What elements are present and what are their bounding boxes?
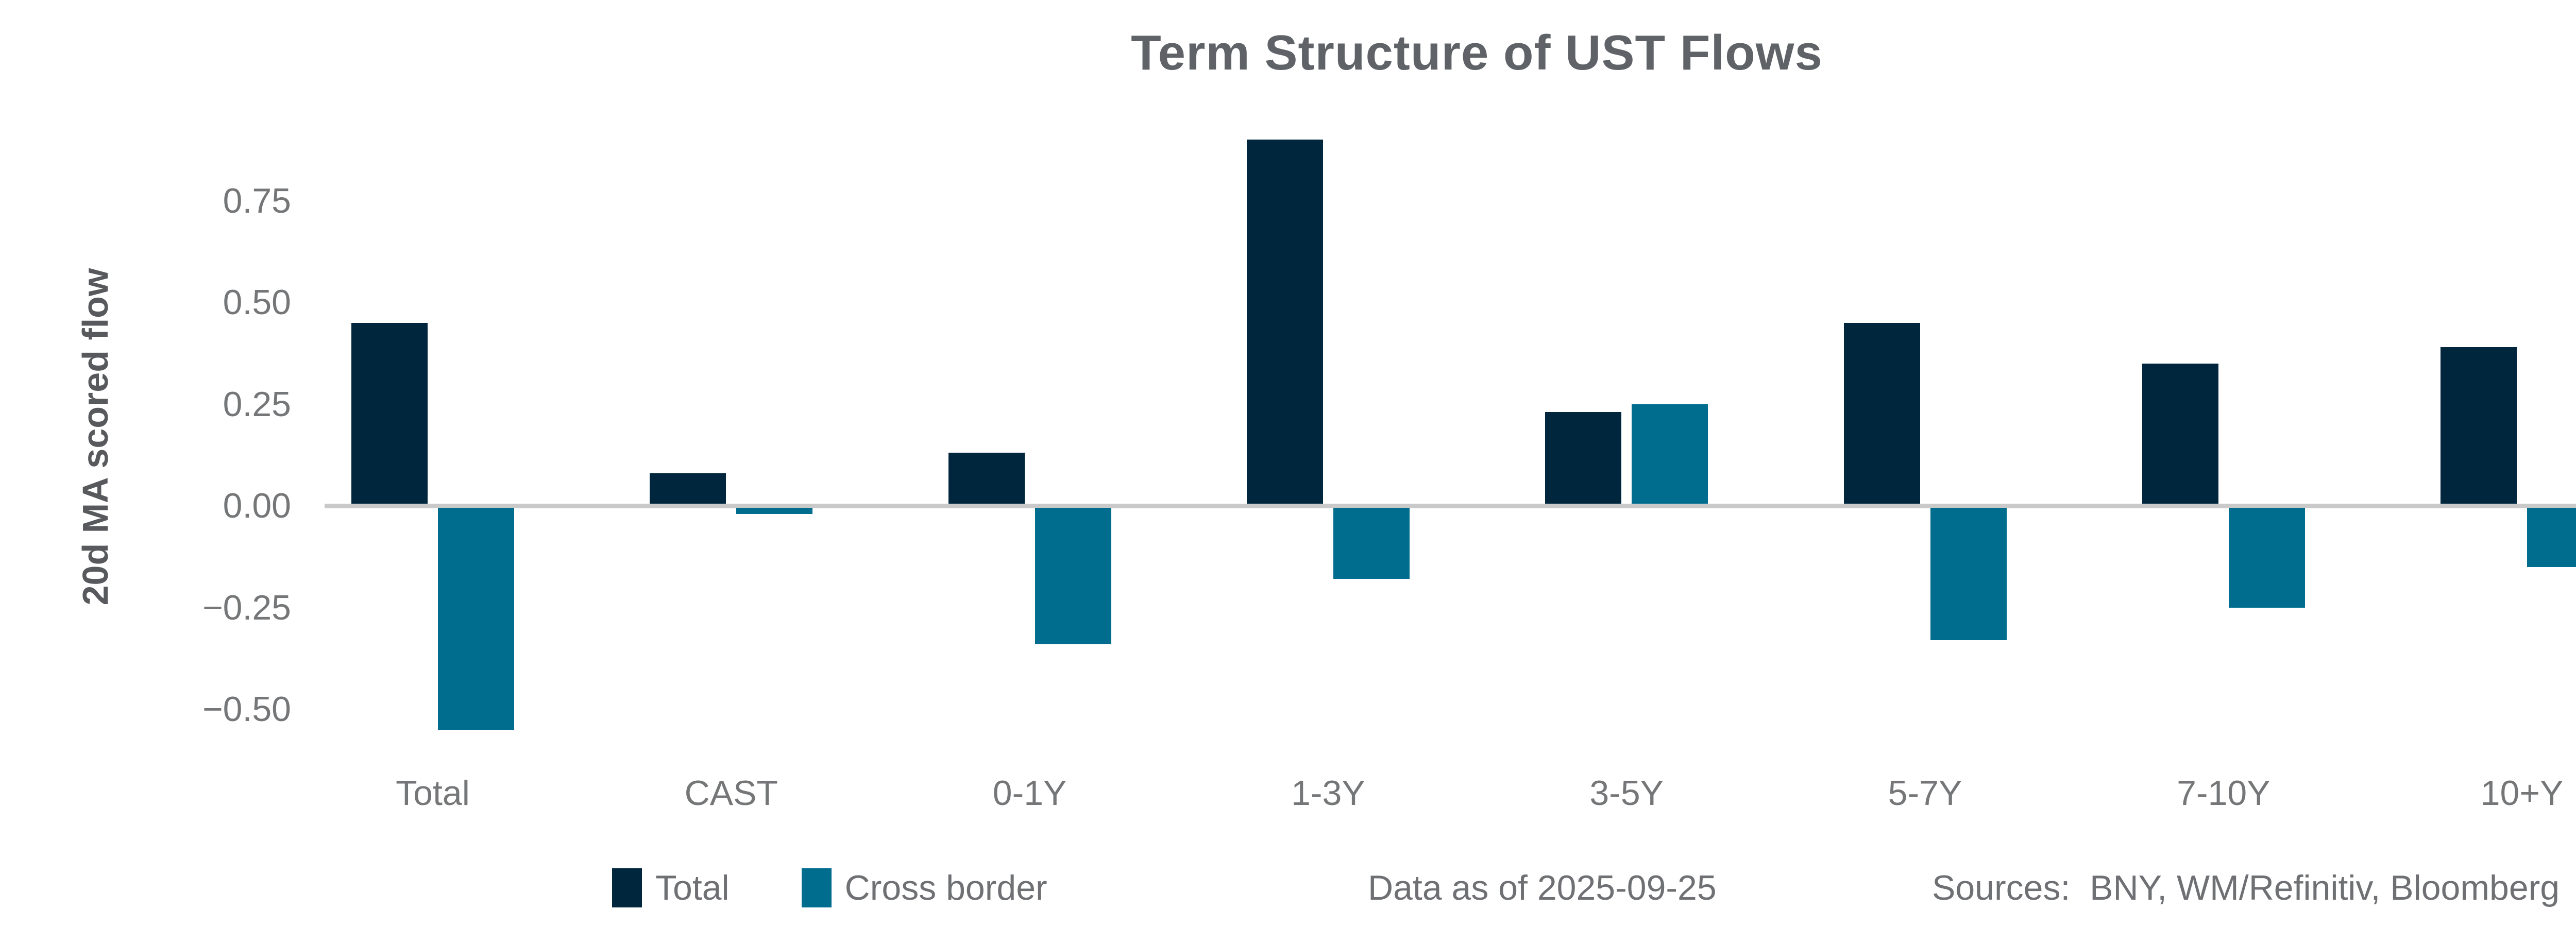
x-category-label: 3-5Y (1589, 774, 1664, 813)
legend-label: Total (655, 868, 730, 907)
bar-cross-border-3-5y (1632, 404, 1708, 504)
zero-axis-line (325, 504, 2576, 508)
bar-total-3-5y (1545, 412, 1622, 504)
y-tick-label: −0.50 (202, 690, 291, 729)
bar-total-total (351, 322, 428, 504)
y-tick-label: 0.00 (223, 486, 291, 525)
x-category-label: 5-7Y (1888, 774, 1962, 813)
bar-total-0-1y (948, 453, 1025, 504)
bar-cross-border-5-7y (1930, 508, 2007, 640)
bar-cross-border-0-1y (1035, 508, 1111, 644)
legend-item: Total (612, 868, 730, 908)
bar-total-cast (650, 473, 726, 504)
legend-label: Cross border (844, 868, 1047, 907)
x-category-label: 0-1Y (992, 774, 1067, 813)
legend-item: Cross border (801, 868, 1047, 908)
y-tick-label: 0.75 (223, 181, 291, 220)
bar-cross-border-10+y (2527, 508, 2576, 567)
bar-total-10+y (2441, 347, 2517, 504)
sources-note: Sources: BNY, WM/Refinitiv, Bloomberg (1932, 868, 2560, 907)
x-category-label: Total (396, 774, 470, 813)
bar-cross-border-7-10y (2228, 508, 2305, 608)
chart-title: Term Structure of UST Flows (1131, 25, 1823, 80)
legend-swatch-icon (801, 868, 832, 907)
bar-cross-border-cast (736, 508, 813, 514)
x-category-label: 7-10Y (2177, 774, 2270, 813)
x-category-label: CAST (684, 774, 778, 813)
y-tick-label: 0.25 (223, 384, 291, 424)
chart-legend: Total Cross border (612, 864, 1047, 912)
x-category-label: 1-3Y (1291, 774, 1365, 813)
data-as-of-note: Data as of 2025-09-25 (1368, 868, 1717, 907)
y-tick-label: 0.50 (223, 283, 291, 322)
y-tick-label: −0.25 (202, 588, 291, 627)
bar-total-7-10y (2142, 363, 2218, 504)
bar-cross-border-total (438, 508, 514, 730)
x-category-label: 10+Y (2480, 774, 2564, 813)
bar-total-5-7y (1843, 322, 1920, 504)
bar-cross-border-1-3y (1333, 508, 1410, 579)
bar-total-1-3y (1246, 140, 1323, 504)
legend-swatch-icon (612, 868, 642, 907)
